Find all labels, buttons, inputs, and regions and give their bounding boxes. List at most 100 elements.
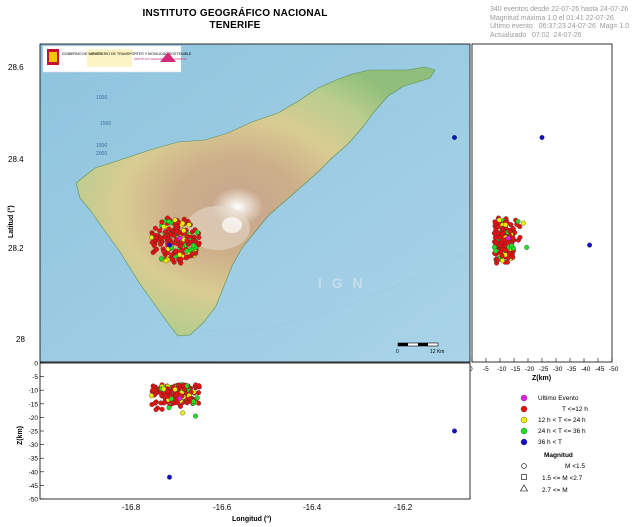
legend-marker — [520, 394, 528, 402]
event-marker — [499, 253, 505, 259]
event-marker — [178, 256, 184, 262]
bottom-axis-label: Z(km) — [17, 426, 24, 445]
event-marker — [166, 405, 172, 411]
event-marker — [161, 224, 167, 230]
event-marker — [158, 256, 164, 262]
info-line: Último evento 06:37:23 24-07-26 Mag= 1.0 — [490, 23, 630, 31]
bottom-depth-panel: 0 -5 -10 -15 -20 -25 -30 -35 -40 -45 -50 Z(km) — [17, 361, 471, 504]
tenerife-island — [75, 66, 436, 337]
scale-start: 0 — [396, 349, 399, 355]
map-frame — [39, 43, 471, 363]
legend: Ultimo Evento T <=12 h 12 h < T <= 24 h … — [519, 394, 588, 494]
event-marker — [497, 234, 503, 240]
bottom-tick-label: -35 — [29, 456, 39, 463]
bottom-tick-label: -45 — [29, 483, 39, 490]
event-marker — [587, 242, 593, 248]
event-marker — [167, 474, 172, 480]
last-event-marker — [505, 235, 511, 241]
side-tick-label: -10 — [497, 366, 507, 373]
event-marker — [506, 251, 512, 257]
event-marker — [515, 219, 521, 224]
side-tick-label: -40 — [581, 366, 591, 373]
event-marker — [495, 224, 501, 230]
event-marker — [187, 396, 193, 401]
magnitude-label: 2.7 <= M — [542, 487, 568, 494]
event-marker — [492, 219, 498, 225]
event-marker — [158, 400, 164, 406]
event-marker — [169, 396, 174, 402]
event-marker — [183, 255, 189, 261]
bathymetry-label: 1500 — [100, 121, 111, 127]
map-panel: 1000 1500 1500 2000 I G N GOBIERNO DE ES… — [40, 44, 470, 362]
event-marker — [186, 222, 192, 228]
side-ticks: 0 -5 -10 -15 -20 -25 -30 -35 -40 -45 -50 — [469, 358, 619, 373]
lat-tick-label: 28.6 — [8, 63, 24, 72]
event-marker — [196, 383, 202, 389]
event-marker — [163, 394, 169, 400]
event-marker — [167, 242, 172, 248]
event-marker — [190, 251, 195, 257]
event-marker — [181, 228, 187, 234]
side-tick-label: -15 — [511, 366, 521, 373]
event-marker — [184, 400, 190, 406]
event-marker — [191, 398, 197, 404]
bottom-events — [149, 382, 457, 480]
map-events — [149, 135, 457, 266]
event-marker — [193, 413, 198, 419]
legend-label: 24 h < T <= 36 h — [538, 428, 586, 435]
bottom-tick-label: -50 — [29, 497, 39, 504]
event-marker — [452, 428, 457, 434]
event-marker — [539, 135, 545, 140]
lon-tick-label: -16.4 — [303, 503, 322, 512]
legend-marker — [520, 405, 528, 413]
event-marker — [159, 219, 165, 225]
legend-marker — [520, 416, 528, 424]
event-marker — [507, 228, 513, 234]
bottom-tick-label: -40 — [29, 469, 39, 476]
event-marker — [171, 233, 177, 238]
magnitude-triangle-icon — [519, 484, 529, 492]
legend-label: T <=12 h — [562, 406, 588, 413]
side-tick-label: -45 — [595, 366, 605, 373]
event-marker — [166, 219, 172, 224]
event-marker — [517, 234, 523, 240]
event-marker — [194, 229, 200, 235]
event-marker — [157, 228, 163, 234]
event-marker — [177, 243, 183, 249]
info-line: Magnitud máxima 1.0 el 01:41 22-07-26 — [490, 14, 614, 22]
event-marker — [492, 235, 498, 240]
last-event-marker — [177, 235, 183, 241]
ign-logo-icon — [160, 52, 176, 62]
event-marker — [170, 257, 176, 263]
event-marker — [196, 240, 202, 246]
event-marker — [172, 387, 178, 392]
side-depth-panel: 0 -5 -10 -15 -20 -25 -30 -35 -40 -45 -50 Z(km) — [469, 43, 619, 382]
event-marker — [181, 216, 187, 222]
event-marker — [503, 222, 509, 228]
ign-watermark: I G N — [318, 275, 366, 291]
bottom-ticks: 0 -5 -10 -15 -20 -25 -30 -35 -40 -45 -50 — [29, 361, 44, 504]
event-marker — [510, 226, 516, 232]
info-line: Actualizado 07:02 24-07-26 — [490, 32, 582, 40]
side-tick-label: -20 — [525, 366, 535, 373]
lon-tick-label: -16.2 — [394, 503, 413, 512]
event-marker — [173, 248, 178, 254]
lon-tick-label: -16.8 — [122, 503, 141, 512]
bottom-tick-label: -25 — [29, 429, 39, 436]
side-axis-label: Z(km) — [532, 375, 551, 382]
scale-bar: 0 12 Km — [396, 342, 444, 355]
event-marker — [161, 248, 167, 254]
event-marker — [166, 226, 172, 232]
side-tick-label: -35 — [567, 366, 577, 373]
event-marker — [179, 247, 185, 253]
event-marker — [174, 228, 179, 234]
legend-marker — [520, 438, 528, 446]
event-marker — [149, 235, 154, 240]
lon-axis-label: Longitud (°) — [232, 515, 271, 523]
bottom-tick-label: -20 — [29, 415, 39, 422]
event-marker — [503, 247, 509, 253]
event-marker — [154, 246, 159, 252]
last-event-marker — [177, 395, 183, 401]
event-marker — [196, 400, 202, 406]
side-tick-label: -25 — [539, 366, 549, 373]
